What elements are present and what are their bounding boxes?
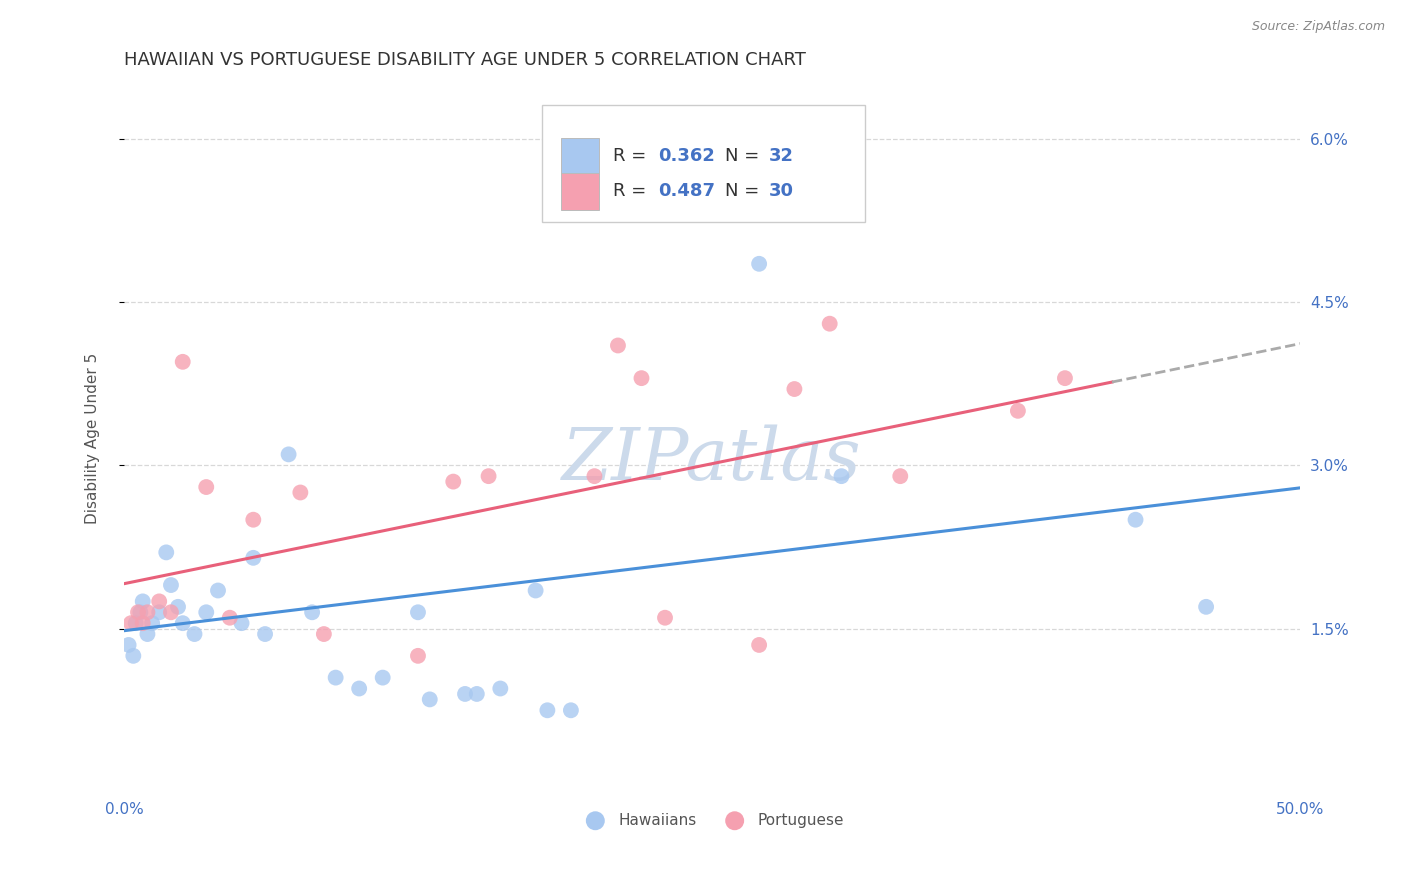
Point [195,605,218,619]
Text: 0.487: 0.487 [658,182,716,200]
Point [830,469,852,483]
Point [160,578,183,592]
Point [654,611,676,625]
Y-axis label: Disability Age Under 5: Disability Age Under 5 [86,352,100,524]
Point [325,671,347,685]
FancyBboxPatch shape [561,137,599,175]
Point [183,627,205,641]
Point [607,338,630,352]
Point [277,447,299,461]
Point [1125,513,1147,527]
Point [536,703,558,717]
Point [132,616,155,631]
Point [242,513,264,527]
Point [748,638,770,652]
Text: R =: R = [613,147,652,165]
Point [218,611,240,625]
Point [1007,404,1029,418]
FancyBboxPatch shape [541,105,865,222]
Point [441,475,464,489]
Text: Source: ZipAtlas.com: Source: ZipAtlas.com [1251,20,1385,33]
Point [406,605,429,619]
Point [155,545,177,559]
Point [783,382,806,396]
Text: 30: 30 [769,182,793,200]
Point [242,550,264,565]
Legend: Hawaiians, Portuguese: Hawaiians, Portuguese [574,806,851,834]
Point [454,687,477,701]
Point [465,687,488,701]
Point [195,480,218,494]
Point [489,681,512,696]
Point [117,638,139,652]
Point [524,583,547,598]
FancyBboxPatch shape [561,173,599,210]
Point [136,605,159,619]
Point [207,583,229,598]
Point [371,671,394,685]
Point [160,605,183,619]
Point [818,317,841,331]
Point [630,371,652,385]
Point [141,616,163,631]
Text: N =: N = [725,147,765,165]
Point [889,469,911,483]
Point [136,627,159,641]
Point [560,703,582,717]
Point [129,605,152,619]
Point [1053,371,1076,385]
Point [148,605,170,619]
Point [148,594,170,608]
Point [172,355,194,369]
Point [583,469,606,483]
Point [172,616,194,631]
Point [347,681,370,696]
Point [120,616,142,631]
Point [254,627,277,641]
Text: ZIPatlas: ZIPatlas [562,424,862,494]
Point [312,627,335,641]
Point [630,208,652,222]
Text: N =: N = [725,182,765,200]
Text: 0.362: 0.362 [658,147,714,165]
Point [419,692,441,706]
Point [290,485,312,500]
Point [127,605,149,619]
Point [231,616,253,631]
Point [132,594,155,608]
Point [124,616,146,631]
Point [122,648,145,663]
Point [167,599,190,614]
Point [1195,599,1218,614]
Text: R =: R = [613,182,652,200]
Point [406,648,429,663]
Point [748,257,770,271]
Point [477,469,499,483]
Text: HAWAIIAN VS PORTUGUESE DISABILITY AGE UNDER 5 CORRELATION CHART: HAWAIIAN VS PORTUGUESE DISABILITY AGE UN… [124,51,806,69]
Text: 32: 32 [769,147,793,165]
Point [301,605,323,619]
